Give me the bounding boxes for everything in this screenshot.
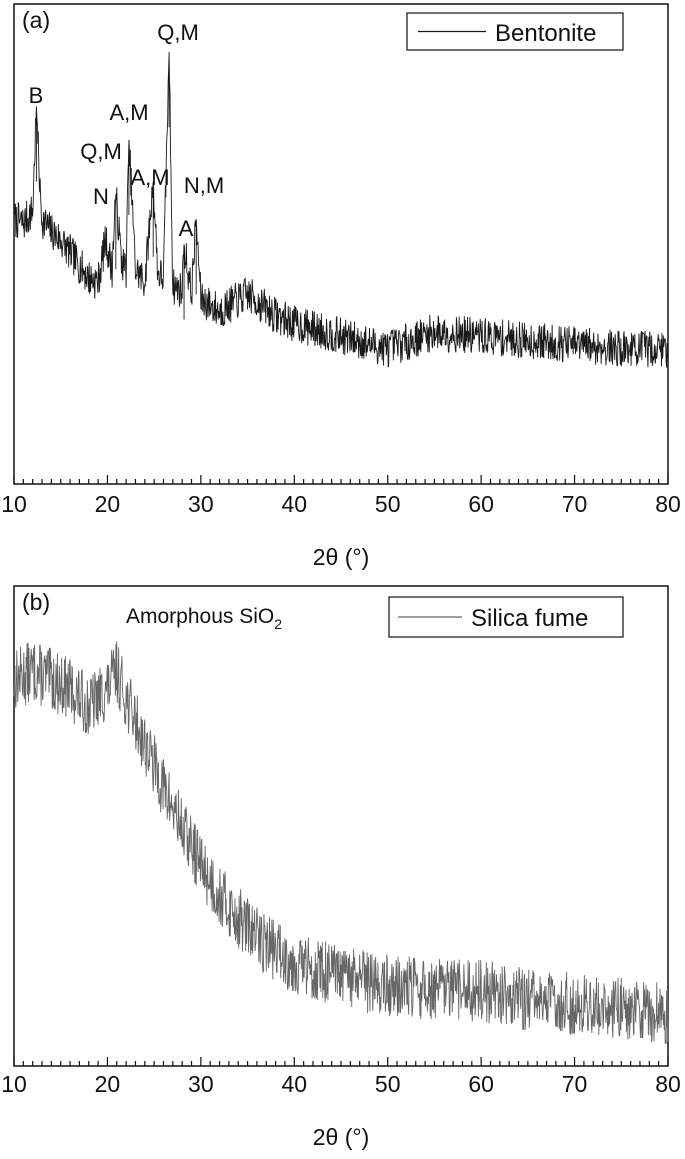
legend: Bentonite xyxy=(406,12,624,51)
x-tick-label: 60 xyxy=(468,491,494,517)
peak-annotation: Q,M xyxy=(80,139,122,164)
x-tick-label: 50 xyxy=(375,1071,401,1097)
x-tick-label: 50 xyxy=(375,491,401,517)
panel-label: (b) xyxy=(22,589,50,615)
x-tick-label: 40 xyxy=(281,1071,307,1097)
x-tick-label: 30 xyxy=(188,491,214,517)
peak-annotation: A,M xyxy=(109,100,148,125)
legend-entry: Silica fume xyxy=(471,605,588,632)
peak-annotation: B xyxy=(29,83,44,108)
x-tick-label: 30 xyxy=(188,1071,214,1097)
series-line-silica-fume xyxy=(13,641,669,1045)
peak-annotation: N xyxy=(93,184,109,209)
x-tick-label: 20 xyxy=(95,1071,121,1097)
peak-annotation: N,M xyxy=(184,173,224,198)
peak-annotation: A,M xyxy=(130,165,169,190)
x-tick-label: 20 xyxy=(95,491,121,517)
x-tick-label: 70 xyxy=(562,491,588,517)
x-tick-label: 10 xyxy=(1,1071,27,1097)
x-tick-label: 80 xyxy=(655,1071,681,1097)
peak-annotation: Amorphous SiO2 xyxy=(126,605,282,632)
x-tick-label: 40 xyxy=(281,491,307,517)
x-axis-label: 2θ (°) xyxy=(313,1124,370,1150)
legend-entry: Bentonite xyxy=(495,20,596,47)
x-axis-label: 2θ (°) xyxy=(313,544,370,570)
x-tick-label: 60 xyxy=(468,1071,494,1097)
legend: Silica fume xyxy=(388,596,624,638)
x-tick-label: 10 xyxy=(1,491,27,517)
chart-panel: 10 20 30 40 50 60 70 80 2θ (°) (b) Silica fume Amor… xyxy=(1,585,681,1150)
x-tick-label: 70 xyxy=(562,1071,588,1097)
series-line-bentonite xyxy=(13,51,669,368)
peak-annotation: A xyxy=(179,216,194,241)
plot-frame xyxy=(13,3,669,485)
peak-annotation: Q,M xyxy=(157,20,199,45)
panel-label: (a) xyxy=(22,7,50,33)
x-tick-label: 80 xyxy=(655,491,681,517)
